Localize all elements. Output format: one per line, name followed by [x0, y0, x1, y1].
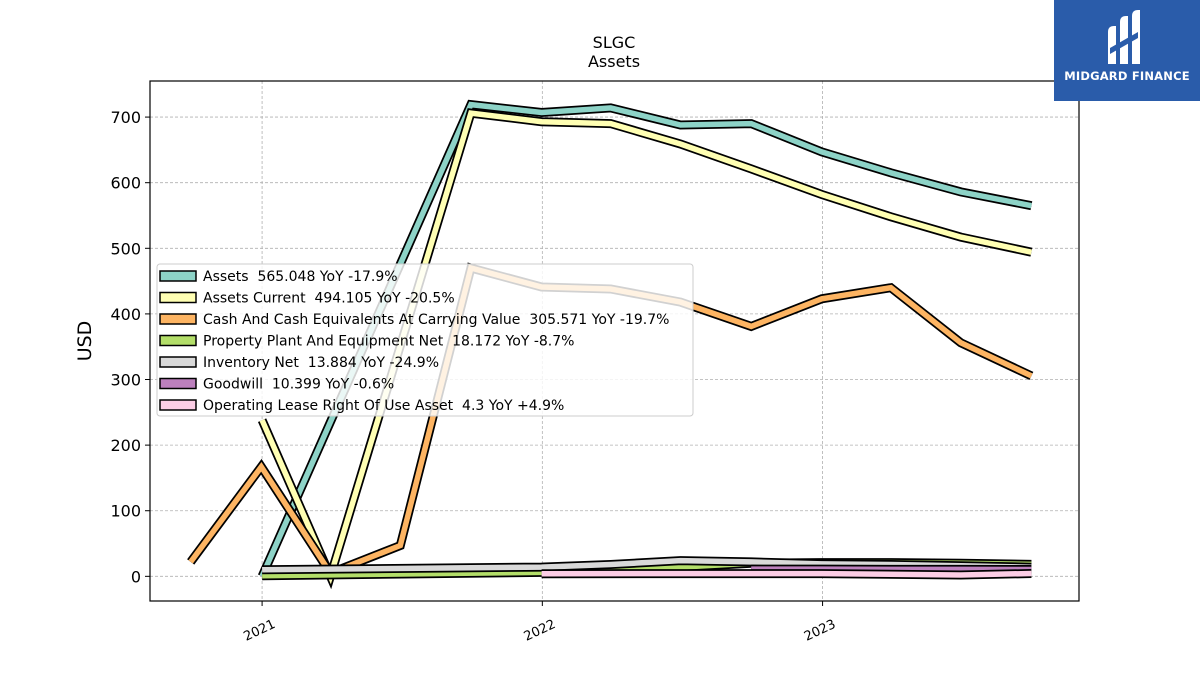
legend-entry: Property Plant And Equipment Net 18.172 … [203, 334, 574, 350]
y-tick-label: 200 [110, 436, 141, 455]
chart-title-group: SLGC Assets [588, 33, 640, 71]
y-axis: 0 100 200 300 400 500 600 700 [110, 108, 150, 586]
y-tick-label: 0 [131, 567, 141, 586]
legend-box [156, 263, 694, 417]
series-line-fill [259, 101, 1032, 578]
legend-entry: Goodwill 10.399 YoY -0.6% [203, 377, 394, 393]
x-tick-label: 2022 [522, 617, 558, 645]
y-tick-label: 500 [110, 239, 141, 258]
y-tick-label: 400 [110, 305, 141, 324]
chart-subtitle: Assets [588, 52, 640, 71]
legend-swatch [159, 399, 197, 411]
legend-entry: Cash And Cash Equivalents At Carrying Va… [203, 312, 669, 328]
chart-title: SLGC [593, 33, 636, 52]
legend-swatch [159, 270, 197, 282]
y-tick-label: 100 [110, 502, 141, 521]
series-line-6 [541, 569, 1032, 580]
legend: Assets 565.048 YoY -17.9% Assets Current … [156, 263, 694, 417]
legend-swatch [159, 377, 197, 390]
y-tick-label: 300 [110, 371, 141, 390]
y-tick-label: 600 [110, 174, 141, 193]
x-axis: 2021 2022 2023 [241, 601, 838, 645]
legend-entry: Assets 565.048 YoY -17.9% [203, 269, 398, 285]
legend-swatch [159, 334, 197, 347]
x-tick-label: 2021 [241, 617, 277, 645]
plot-frame [149, 80, 1080, 602]
legend-entry: Assets Current 494.105 YoY -20.5% [203, 291, 455, 307]
legend-entry: Operating Lease Right Of Use Asset 4.3 Y… [203, 398, 564, 414]
x-tick-label: 2023 [802, 617, 838, 645]
y-tick-label: 700 [110, 108, 141, 127]
series-line-fill [541, 570, 1032, 578]
brand-name: MIDGARD FINANCE [1064, 69, 1190, 83]
legend-entry: Inventory Net 13.884 YoY -24.9% [203, 355, 439, 371]
series-line-0 [257, 99, 1033, 579]
y-axis-label: USD [74, 321, 96, 362]
midgard-logo-icon [1108, 10, 1140, 64]
brand-logo: MIDGARD FINANCE [1054, 0, 1200, 101]
legend-swatch [159, 291, 197, 304]
legend-swatch [159, 356, 197, 368]
legend-swatch [159, 313, 197, 325]
